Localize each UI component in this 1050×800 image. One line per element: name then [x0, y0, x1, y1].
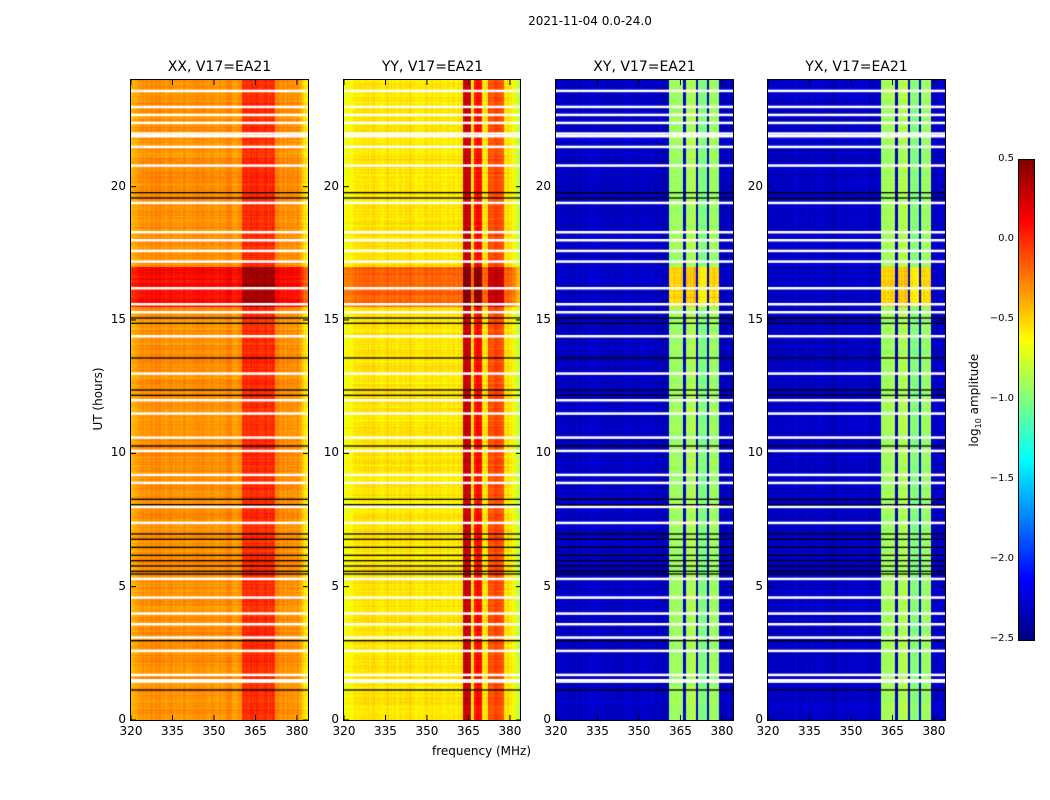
y-tick-label: 10	[110, 445, 126, 460]
x-tick-label: 365	[881, 724, 904, 738]
x-tick-label: 380	[922, 724, 946, 738]
figure-title: 2021-11-04 0.0-24.0	[528, 14, 652, 28]
colorbar-tick-label: −2.0	[989, 553, 1014, 564]
x-tick-label: 335	[374, 724, 397, 738]
x-tick-label: 380	[710, 724, 734, 738]
colorbar-tick-label: −2.5	[989, 633, 1014, 644]
colorbar-tick-label: 0.5	[998, 153, 1014, 164]
y-tick-label: 15	[747, 312, 763, 326]
y-tick-label: 5	[755, 578, 763, 593]
y-tick-label: 10	[323, 445, 339, 460]
x-tick-label: 350	[415, 724, 439, 738]
heatmap-xx	[131, 80, 308, 720]
x-tick-label: 320	[332, 724, 356, 738]
heatmap-yx	[768, 80, 945, 720]
colorbar-tick-label: 0.0	[998, 233, 1014, 244]
y-tick-label: 0	[543, 712, 551, 726]
x-tick-label: 380	[498, 724, 522, 738]
y-tick-label: 20	[110, 178, 126, 193]
y-tick-label: 10	[535, 445, 551, 460]
x-tick-label: 320	[544, 724, 568, 738]
y-tick-label: 0	[118, 712, 126, 726]
x-tick-label: 335	[161, 724, 184, 738]
colorbar-label: log10 amplitude	[966, 353, 984, 447]
x-tick-label: 350	[839, 724, 863, 738]
y-tick-label: 15	[535, 312, 551, 326]
y-tick-label: 5	[543, 578, 551, 593]
x-tick-label: 365	[244, 724, 267, 738]
y-tick-label: 15	[110, 312, 126, 326]
colorbar	[1019, 160, 1034, 640]
panel-title-yx: YX, V17=EA21	[805, 59, 908, 75]
x-tick-label: 335	[586, 724, 609, 738]
colorbar-tick-label: −0.5	[989, 313, 1014, 324]
heatmap-yy	[344, 80, 521, 720]
y-tick-label: 20	[535, 178, 551, 193]
x-tick-label: 365	[457, 724, 480, 738]
heatmap-xy	[556, 80, 733, 720]
x-tick-label: 335	[798, 724, 821, 738]
panel-title-xx: XX, V17=EA21	[167, 59, 272, 75]
x-tick-label: 380	[285, 724, 309, 738]
panel-title-yy: YY, V17=EA21	[381, 59, 484, 75]
y-tick-label: 20	[323, 178, 339, 193]
y-tick-label: 0	[755, 712, 763, 726]
y-tick-label: 5	[331, 578, 339, 593]
y-tick-label: 0	[331, 712, 339, 726]
colorbar-tick-label: −1.0	[989, 393, 1014, 404]
y-tick-label: 10	[747, 445, 763, 460]
y-tick-label: 20	[747, 178, 763, 193]
x-tick-label: 350	[627, 724, 651, 738]
y-tick-label: 15	[323, 312, 339, 326]
y-axis-label: UT (hours)	[91, 367, 105, 431]
x-tick-label: 320	[756, 724, 780, 738]
colorbar-tick-label: −1.5	[989, 473, 1014, 484]
panel-title-xy: XY, V17=EA21	[593, 59, 696, 75]
x-tick-label: 320	[119, 724, 143, 738]
x-tick-label: 365	[669, 724, 692, 738]
x-axis-label: frequency (MHz)	[432, 744, 532, 758]
x-tick-label: 350	[202, 724, 226, 738]
y-tick-label: 5	[118, 578, 126, 593]
